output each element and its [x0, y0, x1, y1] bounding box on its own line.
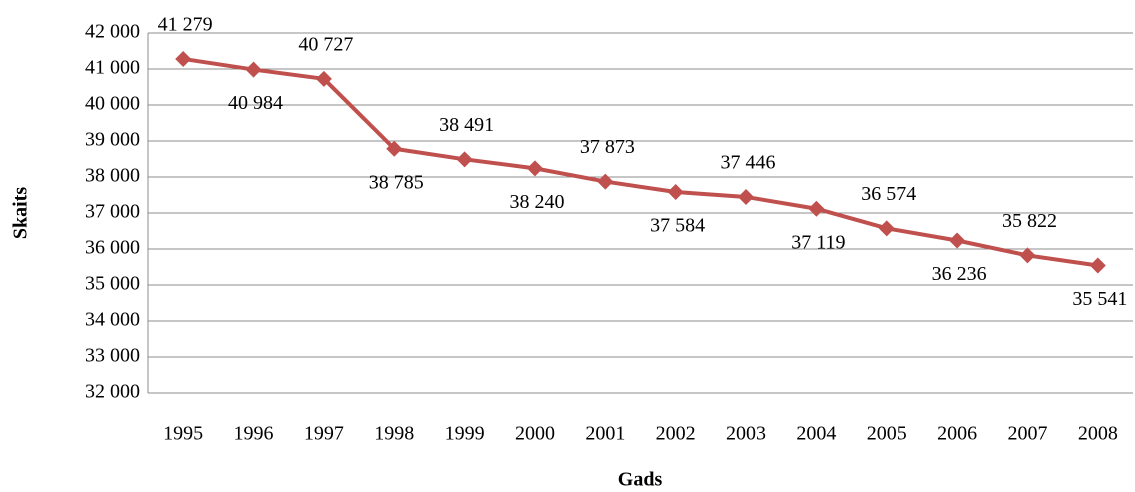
data-label: 38 240 — [509, 191, 564, 213]
data-marker — [1019, 247, 1036, 264]
x-tick-label: 1996 — [234, 423, 274, 445]
data-marker — [597, 173, 614, 190]
data-marker — [386, 140, 403, 157]
data-label: 41 279 — [158, 14, 213, 36]
x-tick-label: 2000 — [515, 423, 555, 445]
x-tick-label: 2003 — [726, 423, 766, 445]
data-line — [182, 56, 1099, 268]
y-tick-label: 36 000 — [85, 237, 140, 259]
x-tick-label: 1999 — [445, 423, 485, 445]
data-marker — [878, 220, 895, 237]
y-tick-label: 42 000 — [85, 21, 140, 43]
x-tick-label: 1998 — [374, 423, 414, 445]
y-tick-label: 35 000 — [85, 273, 140, 295]
data-label: 37 119 — [791, 231, 845, 253]
data-marker — [526, 160, 543, 177]
data-marker — [949, 232, 966, 249]
data-marker — [175, 50, 192, 67]
data-label: 38 491 — [439, 114, 494, 136]
x-tick-label: 1995 — [163, 423, 203, 445]
x-tick-label: 2006 — [937, 423, 977, 445]
y-tick-label: 33 000 — [85, 345, 140, 367]
y-tick-label: 41 000 — [85, 57, 140, 79]
x-tick-label: 1997 — [304, 423, 344, 445]
data-label: 35 822 — [1002, 210, 1057, 232]
data-label: 37 446 — [721, 152, 776, 174]
data-label: 38 785 — [369, 171, 424, 193]
data-marker — [456, 151, 473, 168]
data-marker — [1089, 257, 1106, 274]
data-label: 40 727 — [298, 33, 353, 55]
y-tick-label: 32 000 — [85, 381, 140, 403]
data-marker — [315, 70, 332, 87]
data-label: 37 873 — [580, 136, 635, 158]
x-tick-label: 2004 — [796, 423, 836, 445]
x-tick-label: 2001 — [585, 423, 625, 445]
data-label: 37 584 — [650, 215, 705, 237]
y-axis-title: Skaits — [10, 187, 32, 239]
data-label: 36 236 — [932, 263, 987, 285]
x-axis-title: Gads — [618, 469, 663, 491]
data-marker — [738, 188, 755, 205]
data-label: 36 574 — [861, 183, 916, 205]
data-marker — [667, 183, 684, 200]
data-marker — [808, 200, 825, 217]
y-tick-label: 34 000 — [85, 309, 140, 331]
x-tick-label: 2002 — [656, 423, 696, 445]
data-label: 35 541 — [1072, 288, 1127, 310]
y-tick-label: 39 000 — [85, 129, 140, 151]
y-tick-label: 38 000 — [85, 165, 140, 187]
y-tick-label: 37 000 — [85, 201, 140, 223]
x-tick-label: 2007 — [1007, 423, 1047, 445]
x-tick-label: 2008 — [1078, 423, 1118, 445]
x-tick-label: 2005 — [867, 423, 907, 445]
data-marker — [245, 61, 262, 78]
data-label: 40 984 — [228, 92, 283, 114]
y-tick-label: 40 000 — [85, 93, 140, 115]
